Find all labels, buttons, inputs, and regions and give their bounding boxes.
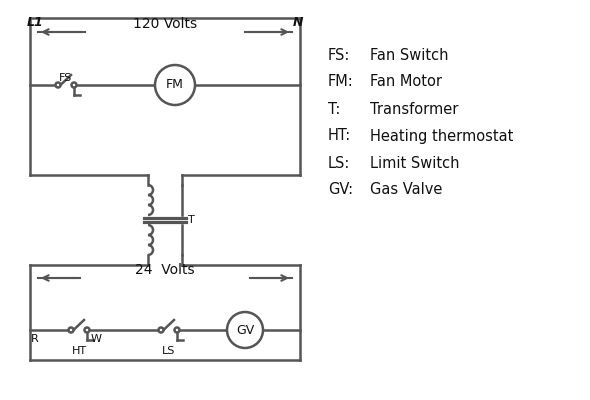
Text: 120 Volts: 120 Volts <box>133 17 197 31</box>
Circle shape <box>68 328 74 332</box>
Text: T:: T: <box>328 102 340 116</box>
Text: FS:: FS: <box>328 48 350 62</box>
Circle shape <box>227 312 263 348</box>
Text: N: N <box>293 16 303 29</box>
Text: HT:: HT: <box>328 128 351 144</box>
Text: R: R <box>31 334 39 344</box>
Text: FM:: FM: <box>328 74 354 90</box>
Text: L1: L1 <box>27 16 44 29</box>
Circle shape <box>84 328 90 332</box>
Text: Heating thermostat: Heating thermostat <box>370 128 513 144</box>
Circle shape <box>71 82 77 88</box>
Text: FS: FS <box>60 73 73 83</box>
Text: 24  Volts: 24 Volts <box>135 263 195 277</box>
Text: LS: LS <box>162 346 176 356</box>
Text: W: W <box>91 334 102 344</box>
Text: Gas Valve: Gas Valve <box>370 182 442 198</box>
Text: Fan Motor: Fan Motor <box>370 74 442 90</box>
Circle shape <box>55 82 61 88</box>
Circle shape <box>155 65 195 105</box>
Text: FM: FM <box>166 78 184 92</box>
Circle shape <box>175 328 179 332</box>
Text: HT: HT <box>71 346 87 356</box>
Text: Fan Switch: Fan Switch <box>370 48 448 62</box>
Text: Limit Switch: Limit Switch <box>370 156 460 170</box>
Text: T: T <box>188 215 195 225</box>
Text: GV: GV <box>236 324 254 336</box>
Text: LS:: LS: <box>328 156 350 170</box>
Circle shape <box>159 328 163 332</box>
Text: Transformer: Transformer <box>370 102 458 116</box>
Text: GV:: GV: <box>328 182 353 198</box>
